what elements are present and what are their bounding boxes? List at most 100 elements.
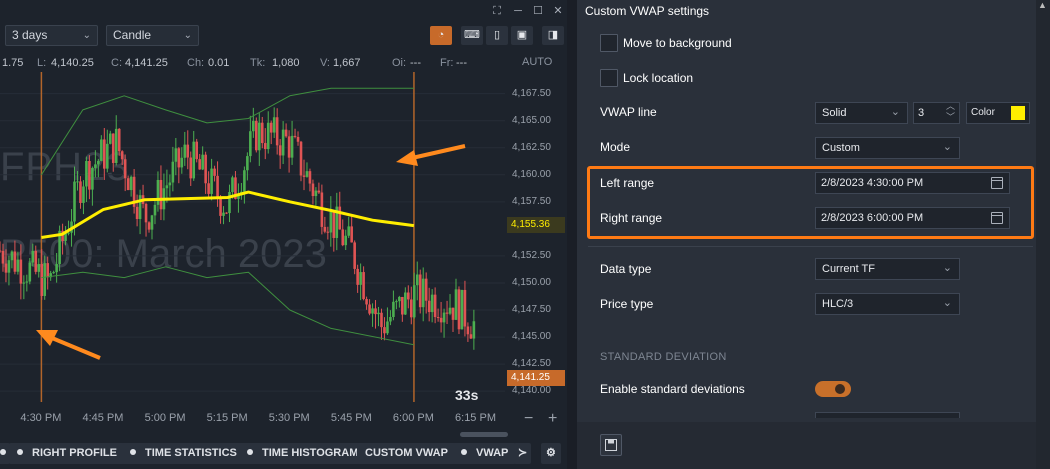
candle-body [353, 242, 356, 269]
vwap-line-label: VWAP line [600, 105, 657, 119]
chart-type-select[interactable]: Candle ⌄ [106, 25, 199, 46]
tab-custom-vwap[interactable]: CUSTOM VWAP [357, 443, 456, 464]
candle-body [293, 135, 297, 137]
left-range-input[interactable]: 2/8/2023 4:30:00 PM [815, 172, 1010, 194]
tab-vwap[interactable]: VWAP [453, 443, 517, 464]
candle-body [180, 157, 184, 168]
keyboard-button[interactable]: ⌨ [461, 26, 483, 45]
color-picker-button[interactable]: Color [966, 102, 1030, 124]
candle-body [186, 144, 190, 158]
time-tick-label: 6:15 PM [455, 412, 496, 424]
candle-body [79, 181, 82, 203]
save-button[interactable] [600, 434, 622, 456]
close-icon[interactable]: ✕ [553, 5, 563, 17]
chevron-down-icon: ⌄ [183, 30, 192, 41]
standard-deviation-heading: STANDARD DEVIATION [600, 351, 727, 363]
chevron-down-icon: ⌄ [82, 30, 91, 41]
price-type-select[interactable]: HLC/3 ⌄ [815, 293, 960, 315]
custom-vwap-settings-panel: Custom VWAP settings ▲ Move to backgroun… [577, 0, 1050, 469]
candle-body [49, 273, 52, 278]
tabs-overflow-button[interactable]: ≻ [514, 443, 532, 464]
calendar-icon[interactable] [991, 177, 1003, 189]
candle-body [374, 308, 377, 315]
candle-body [159, 179, 163, 210]
annotation-arrow-head [36, 330, 58, 346]
candle-body [439, 317, 443, 323]
candle-body [463, 289, 467, 327]
annotation-arrow-line [51, 336, 101, 360]
link-icon[interactable]: ⛶ [493, 5, 501, 17]
lock-location-checkbox[interactable] [600, 69, 618, 87]
stepper-arrows-icon[interactable]: ︿ ﹀ [945, 101, 955, 122]
candle-body [448, 307, 452, 314]
candle-body [409, 299, 413, 318]
settings-button[interactable]: ⚙ [541, 443, 561, 464]
zoom-in-button[interactable]: + [548, 410, 558, 427]
tab-time-histogram[interactable]: TIME HISTOGRAM [239, 443, 367, 464]
left-range-value: 2/8/2023 4:30:00 PM [821, 177, 924, 189]
data-type-select[interactable]: Current TF ⌄ [815, 258, 960, 280]
line-style-select[interactable]: Solid ⌄ [815, 102, 908, 124]
right-range-input[interactable]: 2/8/2023 6:00:00 PM [815, 207, 1010, 229]
candle-body [100, 139, 103, 161]
section-divider [588, 246, 1033, 247]
candle-body [371, 308, 374, 314]
candle-body [404, 292, 407, 315]
chevron-down-icon: ⌄ [942, 297, 952, 309]
auto-scale-label[interactable]: AUTO [522, 56, 553, 68]
horizontal-scrollbar[interactable] [460, 432, 508, 437]
candle-body [31, 250, 35, 263]
tab-time-statistics[interactable]: TIME STATISTICS [122, 443, 245, 464]
candle-body [97, 160, 100, 165]
panel-footer [577, 422, 1036, 469]
price-plot[interactable] [0, 72, 505, 402]
candle-body [183, 144, 187, 158]
candle-body [165, 185, 169, 189]
tab-right-profile[interactable]: RIGHT PROFILE [9, 443, 125, 464]
mode-select[interactable]: Custom ⌄ [815, 137, 960, 159]
price-tick-label: 4,157.50 [512, 195, 551, 207]
time-axis[interactable]: 4:30 PM 4:45 PM 5:00 PM 5:15 PM 5:30 PM 5:45 … [0, 410, 505, 428]
candle-body [281, 129, 285, 156]
candle-body [311, 183, 315, 197]
partial-field [815, 412, 960, 418]
dot-icon [17, 449, 23, 455]
candle-body [222, 212, 225, 216]
candle-body [91, 167, 94, 190]
annotation-arrow-line [411, 144, 466, 160]
candle-body [326, 231, 330, 233]
candle-body [272, 117, 276, 133]
candle-body [454, 289, 458, 320]
price-tick-label: 4,147.50 [512, 304, 551, 316]
chart-toolbar: 3 days ⌄ Candle ⌄ ◔ ⌨ ▯ ▣ ◨ [0, 24, 567, 48]
period-select[interactable]: 3 days ⌄ [5, 25, 98, 46]
candle-body [213, 168, 216, 176]
tab-label: RIGHT PROFILE [32, 447, 117, 459]
enable-std-toggle[interactable] [815, 381, 851, 397]
candle-body [430, 294, 434, 313]
panel-scrollbar[interactable]: ▲ [1036, 0, 1050, 469]
tab-label: VWAP [476, 447, 509, 459]
move-to-background-checkbox[interactable] [600, 34, 618, 52]
line-width-value: 3 [918, 107, 925, 119]
calendar-icon[interactable] [991, 212, 1003, 224]
candle-body [380, 312, 383, 328]
candle-body [16, 259, 20, 272]
tab-scroll-left[interactable] [0, 443, 10, 464]
candle-body [94, 164, 97, 168]
candle-body [207, 183, 210, 194]
template-button[interactable]: ▣ [511, 26, 533, 45]
mouse-button[interactable]: ▯ [486, 26, 508, 45]
lock-location-label: Lock location [623, 71, 694, 85]
price-axis[interactable]: 4,167.50 4,165.00 4,162.50 4,160.00 4,157.50… [505, 72, 567, 402]
panel-toggle-button[interactable]: ◨ [542, 26, 564, 45]
enable-std-label: Enable standard deviations [600, 382, 745, 396]
price-tick-label: 4,145.00 [512, 331, 551, 343]
minimize-icon[interactable]: ─ [514, 5, 522, 17]
line-width-stepper[interactable]: 3 ︿ ﹀ [913, 101, 960, 124]
indicator-button[interactable]: ◔ [430, 26, 452, 45]
candle-body [359, 272, 362, 285]
lower-band-line [41, 266, 414, 346]
zoom-out-button[interactable]: − [524, 410, 534, 427]
maximize-icon[interactable]: ☐ [533, 5, 543, 17]
